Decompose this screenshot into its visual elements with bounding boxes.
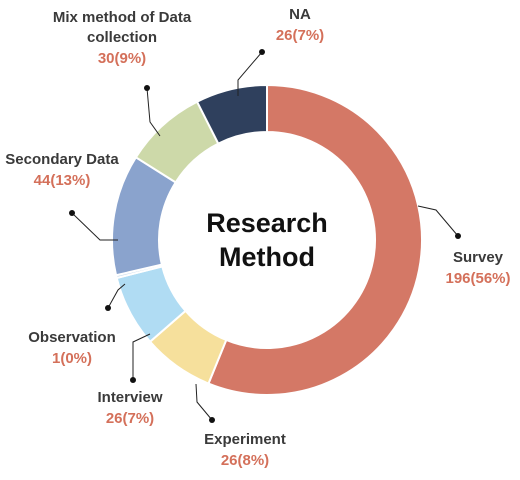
- leader-dot: [105, 305, 111, 311]
- category-label: Secondary Data: [5, 151, 119, 168]
- category-label: NA: [289, 6, 311, 23]
- leader-dot: [130, 377, 136, 383]
- value-label: 26(7%): [105, 410, 155, 427]
- leader-line: [71, 212, 118, 241]
- leader-line: [195, 383, 213, 421]
- value-label: 30(9%): [97, 50, 147, 67]
- value-label: 44(13%): [33, 172, 91, 189]
- leader-line: [146, 87, 161, 137]
- leader-dot: [144, 85, 150, 91]
- category-label: Mix method of Data collection: [52, 9, 192, 46]
- category-label: Experiment: [204, 431, 286, 448]
- leader-dot: [259, 49, 265, 55]
- category-label: Survey: [452, 249, 504, 266]
- leader-line: [237, 51, 263, 96]
- value-label: 26(7%): [275, 27, 325, 44]
- leader-dot: [209, 417, 215, 423]
- leader-dot: [69, 210, 75, 216]
- leader-line: [132, 333, 151, 380]
- value-label: 26(8%): [220, 452, 270, 469]
- category-label: Interview: [97, 389, 163, 406]
- leader-dot: [455, 233, 461, 239]
- leader-line: [107, 283, 126, 309]
- slice: [207, 83, 423, 396]
- leader-line: [417, 205, 459, 237]
- center-title: Research Method: [206, 208, 328, 272]
- slice: [195, 83, 268, 145]
- value-label: 196(56%): [445, 270, 511, 287]
- value-label: 1(0%): [51, 350, 93, 367]
- category-label: Observation: [28, 329, 116, 346]
